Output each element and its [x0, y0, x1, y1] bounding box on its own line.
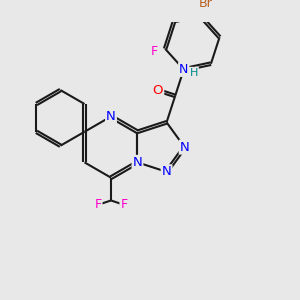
Text: N: N	[106, 110, 116, 123]
Text: N: N	[179, 63, 188, 76]
Text: F: F	[94, 198, 102, 211]
Text: N: N	[180, 141, 189, 154]
Text: N: N	[162, 165, 172, 178]
Text: N: N	[133, 156, 142, 169]
Text: H: H	[190, 68, 198, 78]
Text: O: O	[153, 84, 163, 97]
Text: F: F	[151, 45, 158, 58]
Text: F: F	[121, 198, 128, 211]
Text: Br: Br	[198, 0, 212, 10]
